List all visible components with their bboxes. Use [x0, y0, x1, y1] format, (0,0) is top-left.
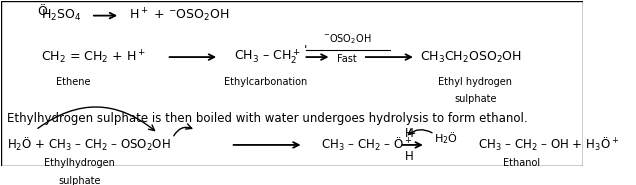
Text: Ethene: Ethene — [56, 77, 91, 87]
Text: CH$_3$ – CH$_2^+$: CH$_3$ – CH$_2^+$ — [233, 48, 300, 66]
Text: H$_2$Ö: H$_2$Ö — [434, 130, 459, 146]
Text: sulphate: sulphate — [58, 176, 100, 185]
Text: Ethanol: Ethanol — [503, 158, 541, 168]
Text: H: H — [405, 150, 414, 163]
Text: Ethylhydrogen: Ethylhydrogen — [44, 158, 114, 168]
Text: CH$_3$CH$_2$OSO$_2$OH: CH$_3$CH$_2$OSO$_2$OH — [420, 50, 522, 65]
Text: Ethylhydrogen sulphate is then boiled with water undergoes hydrolysis to form et: Ethylhydrogen sulphate is then boiled wi… — [6, 112, 527, 125]
Text: H$^+$ + $^{-}$OSO$_2$OH: H$^+$ + $^{-}$OSO$_2$OH — [128, 7, 230, 24]
Text: $^{-}$OSO$_2$OH: $^{-}$OSO$_2$OH — [323, 32, 371, 46]
Text: CH$_2$ = CH$_2$ + H$^+$: CH$_2$ = CH$_2$ + H$^+$ — [41, 48, 146, 66]
Text: CH$_3$ – CH$_2$ – Ö$^+$: CH$_3$ – CH$_2$ – Ö$^+$ — [321, 136, 412, 154]
Text: CH$_3$ – CH$_2$ – OH + H$_3$Ö$^+$: CH$_3$ – CH$_2$ – OH + H$_3$Ö$^+$ — [478, 136, 619, 154]
Text: Fast: Fast — [337, 54, 357, 64]
Text: Ethyl hydrogen: Ethyl hydrogen — [438, 77, 512, 87]
Text: sulphate: sulphate — [454, 93, 497, 104]
Text: H: H — [405, 127, 414, 140]
Text: H$_2$SO$_4$: H$_2$SO$_4$ — [41, 8, 82, 23]
Text: Ö: Ö — [38, 5, 47, 18]
Text: H$_2$Ö + CH$_3$ – CH$_2$ – OSO$_2$OH: H$_2$Ö + CH$_3$ – CH$_2$ – OSO$_2$OH — [6, 136, 170, 154]
Text: Ethylcarbonation: Ethylcarbonation — [224, 77, 307, 87]
Text: ': ' — [303, 44, 307, 57]
